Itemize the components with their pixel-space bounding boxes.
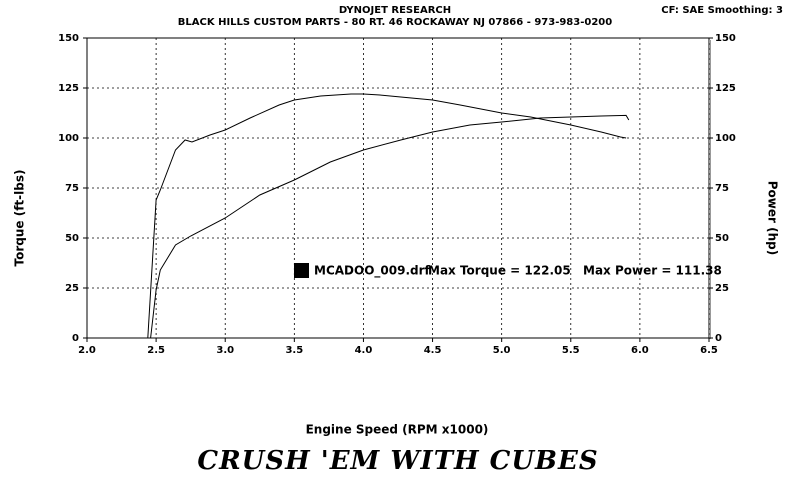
y-tick-label: 75 xyxy=(65,183,79,194)
annotation: Max Power = 111.38 xyxy=(583,264,722,278)
y2-tick-label: 150 xyxy=(715,33,736,44)
y2-tick-label: 100 xyxy=(715,133,736,144)
series-line xyxy=(150,114,630,339)
y2-tick-label: 0 xyxy=(715,333,722,344)
annotation: Max Torque = 122.05 xyxy=(428,264,571,278)
x-tick-label: 5.0 xyxy=(493,345,511,356)
x-tick-label: 5.5 xyxy=(562,345,580,356)
x-tick-label: 4.5 xyxy=(424,345,442,356)
chart-title: DYNOJET RESEARCH xyxy=(339,5,451,16)
footer: CRUSH 'EM WITH CUBES xyxy=(197,446,598,476)
y-axis-label: Torque (ft-lbs) xyxy=(13,170,27,267)
y-tick-label: 25 xyxy=(65,283,79,294)
x-tick-label: 2.0 xyxy=(78,345,96,356)
x-tick-label: 6.0 xyxy=(631,345,649,356)
legend-swatch xyxy=(294,263,309,278)
chart-subtitle: BLACK HILLS CUSTOM PARTS - 80 RT. 46 ROC… xyxy=(178,17,612,28)
y2-tick-label: 50 xyxy=(715,233,729,244)
x-tick-label: 3.5 xyxy=(285,345,303,356)
x-axis-label: Engine Speed (RPM x1000) xyxy=(306,423,489,437)
y-tick-label: 50 xyxy=(65,233,79,244)
y-tick-label: 150 xyxy=(58,33,79,44)
y2-tick-label: 125 xyxy=(715,83,736,94)
legend-label: MCADOO_009.drf xyxy=(314,264,431,279)
x-tick-label: 6.5 xyxy=(700,345,718,356)
y-tick-label: 125 xyxy=(58,83,79,94)
x-tick-label: 2.5 xyxy=(147,345,165,356)
settings-text: CF: SAE Smoothing: 3 xyxy=(661,5,783,16)
x-tick-label: 3.0 xyxy=(216,345,234,356)
y-tick-label: 0 xyxy=(72,333,79,344)
y2-axis-label: Power (hp) xyxy=(766,181,780,255)
y2-tick-label: 75 xyxy=(715,183,729,194)
y2-tick-label: 25 xyxy=(715,283,729,294)
y-tick-label: 100 xyxy=(58,133,79,144)
x-tick-label: 4.0 xyxy=(355,345,373,356)
